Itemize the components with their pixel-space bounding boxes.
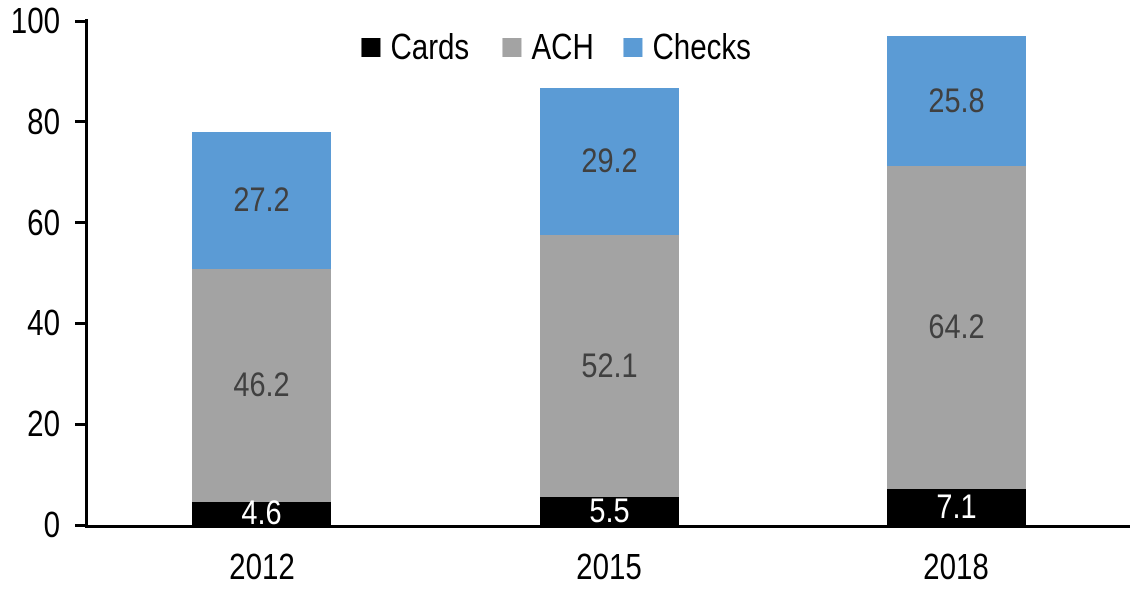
y-tick-mark — [75, 19, 85, 23]
legend-item-checks: Checks — [623, 26, 773, 67]
bar-label-cards-2015: 5.5 — [588, 492, 630, 531]
y-tick-mark — [75, 321, 85, 325]
bar-segment-cards-2018 — [886, 489, 1026, 525]
legend-label-cards: Cards — [390, 26, 470, 67]
bar-segment-cards-2012 — [192, 501, 332, 525]
y-tick-label: 80 — [27, 100, 61, 142]
bar-segment-checks-2018 — [886, 35, 1026, 166]
y-axis-line — [85, 19, 88, 528]
x-axis-label-2012: 2012 — [228, 546, 295, 587]
y-tick-label: 60 — [27, 201, 61, 243]
y-tick-mark — [75, 120, 85, 124]
legend-item-cards: Cards — [361, 28, 486, 66]
bar-segment-ach-2018 — [886, 165, 1026, 490]
y-tick-label: 0 — [43, 504, 60, 545]
x-axis-line — [85, 525, 1130, 528]
bar-label-cards-2018: 7.1 — [936, 488, 977, 527]
legend-item-ach: ACH — [502, 28, 607, 66]
bar-segment-ach-2015 — [539, 234, 679, 498]
y-tick-mark — [75, 221, 85, 225]
legend-label-ach: ACH — [531, 26, 594, 67]
bar-label-checks-2018: 25.8 — [928, 81, 985, 120]
bar-segment-cards-2015 — [539, 497, 679, 525]
legend-swatch-checks-icon — [623, 37, 643, 57]
y-tick-mark — [75, 422, 85, 426]
y-tick-label: 100 — [10, 0, 61, 41]
bar-label-checks-2012: 27.2 — [233, 181, 290, 220]
legend: Cards ACH Checks — [361, 28, 772, 66]
legend-swatch-ach-icon — [502, 37, 522, 57]
x-axis-label-2018: 2018 — [923, 546, 990, 587]
bar-label-checks-2015: 29.2 — [580, 142, 638, 181]
bar-label-ach-2012: 46.2 — [233, 366, 290, 405]
y-tick-mark — [75, 523, 85, 527]
bar-label-ach-2018: 64.2 — [928, 308, 985, 347]
legend-swatch-cards-icon — [361, 37, 381, 57]
bar-segment-ach-2012 — [192, 268, 332, 502]
bar-label-cards-2012: 4.6 — [241, 494, 282, 533]
bar-segment-checks-2015 — [539, 87, 679, 235]
x-axis-label-2015: 2015 — [576, 546, 642, 587]
legend-label-checks: Checks — [652, 26, 751, 67]
y-tick-label: 40 — [27, 302, 61, 344]
bar-label-ach-2015: 52.1 — [580, 346, 638, 385]
y-tick-label: 20 — [27, 403, 61, 445]
bar-segment-checks-2012 — [192, 131, 332, 269]
